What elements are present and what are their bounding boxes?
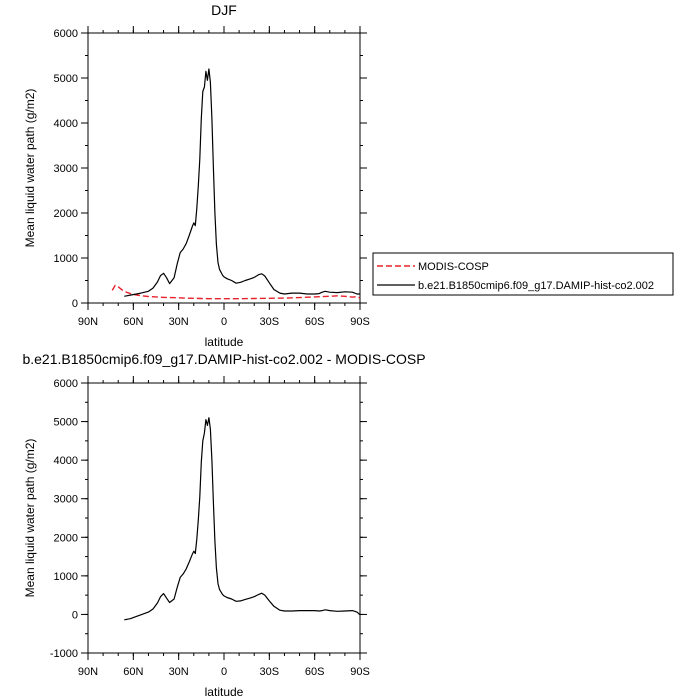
bottom-y-tick-label: 2000: [54, 532, 78, 544]
bottom-y-axis-label: Mean liquid water path (g/m2): [23, 439, 37, 598]
top-y-tick-label: 4000: [54, 118, 78, 130]
top-y-tick-label: 3000: [54, 163, 78, 175]
bottom-plot-frame: [87, 382, 361, 654]
legend: MODIS-COSP b.e21.B1850cmip6.f09_g17.DAMI…: [372, 252, 674, 296]
top-x-tick-label: 0: [221, 316, 227, 328]
top-plot-frame: [87, 32, 361, 304]
top-x-tick-label: 60S: [305, 316, 325, 328]
legend-label-modis: MODIS-COSP: [418, 261, 489, 273]
bottom-y-tick-label: 6000: [54, 378, 78, 390]
bottom-y-tick-label: 0: [72, 609, 78, 621]
bottom-x-tick-label: 90S: [350, 666, 370, 678]
bottom-x-tick-label: 60S: [305, 666, 325, 678]
bottom-y-tick-label: 5000: [54, 417, 78, 429]
top-x-tick-label: 90S: [350, 316, 370, 328]
top-y-tick-label: 6000: [54, 28, 78, 40]
legend-box: [372, 252, 674, 296]
bottom-panel: b.e21.B1850cmip6.f09_g17.DAMIP-hist-co2.…: [22, 351, 425, 699]
top-plot-area: 0 1000 2000 3000 4000 5000 6000 90N 60N 30N 0 30S 60…: [54, 26, 370, 328]
bottom-y-tick-label: 3000: [54, 494, 78, 506]
top-x-tick-label: 90N: [78, 316, 98, 328]
bottom-x-tick-label: 30N: [169, 666, 189, 678]
bottom-x-tick-label: 90N: [78, 666, 98, 678]
bottom-x-tick-label: 30S: [260, 666, 280, 678]
top-y-tick-label: 2000: [54, 208, 78, 220]
top-y-tick-label: 5000: [54, 73, 78, 85]
bottom-plot-area: -1000 0 1000 2000 3000 4000 5000 6000 90N 60N 30N 0…: [50, 376, 370, 678]
top-x-tick-label: 30S: [260, 316, 280, 328]
bottom-chart-title: b.e21.B1850cmip6.f09_g17.DAMIP-hist-co2.…: [22, 351, 425, 367]
bottom-y-tick-label: 4000: [54, 455, 78, 467]
top-x-tick-label: 30N: [169, 316, 189, 328]
bottom-y-tick-label: -1000: [50, 648, 78, 660]
top-panel: DJF 0 1000 2000 3000 4000 5000 6000 90N 60N 30N 0 3…: [23, 2, 370, 349]
top-y-tick-label: 0: [72, 298, 78, 310]
bottom-x-axis-label: latitude: [205, 685, 244, 699]
top-y-axis-label: Mean liquid water path (g/m2): [23, 89, 37, 248]
top-y-tick-label: 1000: [54, 253, 78, 265]
legend-label-model: b.e21.B1850cmip6.f09_g17.DAMIP-hist-co2.…: [418, 280, 654, 292]
top-x-axis-label: latitude: [205, 335, 244, 349]
top-chart-title: DJF: [211, 2, 237, 18]
bottom-series-line-0: [124, 417, 361, 621]
bottom-x-tick-label: 60N: [123, 666, 143, 678]
top-series-line-1: [124, 68, 360, 297]
bottom-x-tick-label: 0: [221, 666, 227, 678]
bottom-y-tick-label: 1000: [54, 571, 78, 583]
top-x-tick-label: 60N: [123, 316, 143, 328]
